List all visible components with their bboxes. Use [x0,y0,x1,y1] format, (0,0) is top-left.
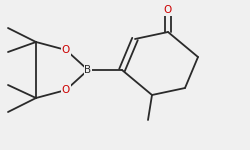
Text: O: O [62,85,70,95]
Text: O: O [62,45,70,55]
Text: O: O [164,5,172,15]
Text: B: B [84,65,91,75]
